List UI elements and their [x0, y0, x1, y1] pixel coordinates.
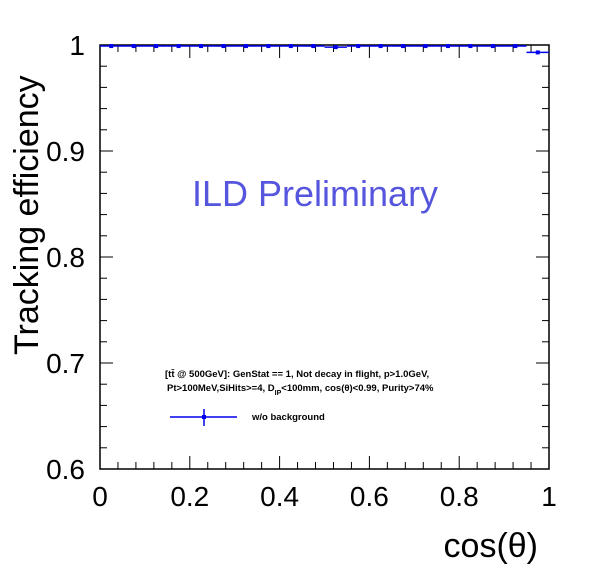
data-point [401, 44, 406, 49]
data-point [266, 44, 271, 49]
data-point [109, 44, 114, 49]
data-point [513, 44, 518, 49]
x-tick-label: 0.6 [350, 481, 389, 512]
watermark-text: ILD Preliminary [192, 173, 438, 214]
x-tick-labels: 0 0.2 0.4 0.6 0.8 1 [92, 481, 557, 512]
legend-marker [202, 415, 206, 419]
x-tick-label: 0.4 [260, 481, 299, 512]
data-point [490, 44, 495, 49]
y-tick-label: 1 [69, 30, 85, 61]
data-point [378, 44, 383, 49]
data-series [100, 44, 549, 55]
data-point [535, 50, 540, 55]
cuts-line-2-part-b: <100mm, cos(θ)<0.99, Purity>74% [281, 383, 434, 394]
data-point [221, 44, 226, 49]
data-point [468, 44, 473, 49]
data-point [154, 44, 159, 49]
legend: w/o background [170, 409, 325, 426]
data-point [333, 45, 338, 50]
cuts-line-2-part-a: Pt>100MeV,SiHits>=4, D [167, 383, 275, 394]
y-tick-label: 0.7 [46, 348, 85, 379]
data-point [288, 44, 293, 49]
selection-cuts-line-2: Pt>100MeV,SiHits>=4, DIP<100mm, cos(θ)<0… [167, 383, 434, 397]
data-point [243, 44, 248, 49]
y-tick-label: 0.6 [46, 454, 85, 485]
cuts-line-2-subscript: IP [275, 390, 282, 397]
data-point [131, 44, 136, 49]
data-point [356, 44, 361, 49]
data-point [311, 44, 316, 49]
y-axis-title: Tracking efficiency [8, 75, 46, 355]
x-tick-label: 0.8 [440, 481, 479, 512]
selection-cuts-line-1: [tt̄ @ 500GeV]: GenStat == 1, Not decay … [165, 369, 429, 380]
y-tick-label: 0.9 [46, 136, 85, 167]
y-tick-label: 0.8 [46, 242, 85, 273]
x-tick-label: 1 [541, 481, 557, 512]
data-point [445, 44, 450, 49]
y-tick-labels: 0.6 0.7 0.8 0.9 1 [46, 30, 85, 485]
data-point [423, 44, 428, 49]
x-axis-title: cos(θ) [444, 527, 538, 565]
plot-frame [99, 44, 550, 470]
legend-label: w/o background [251, 412, 325, 423]
data-point [199, 44, 204, 49]
x-tick-label: 0 [92, 481, 108, 512]
axis-ticks [99, 44, 550, 470]
x-tick-label: 0.2 [170, 481, 209, 512]
data-point [176, 44, 181, 49]
